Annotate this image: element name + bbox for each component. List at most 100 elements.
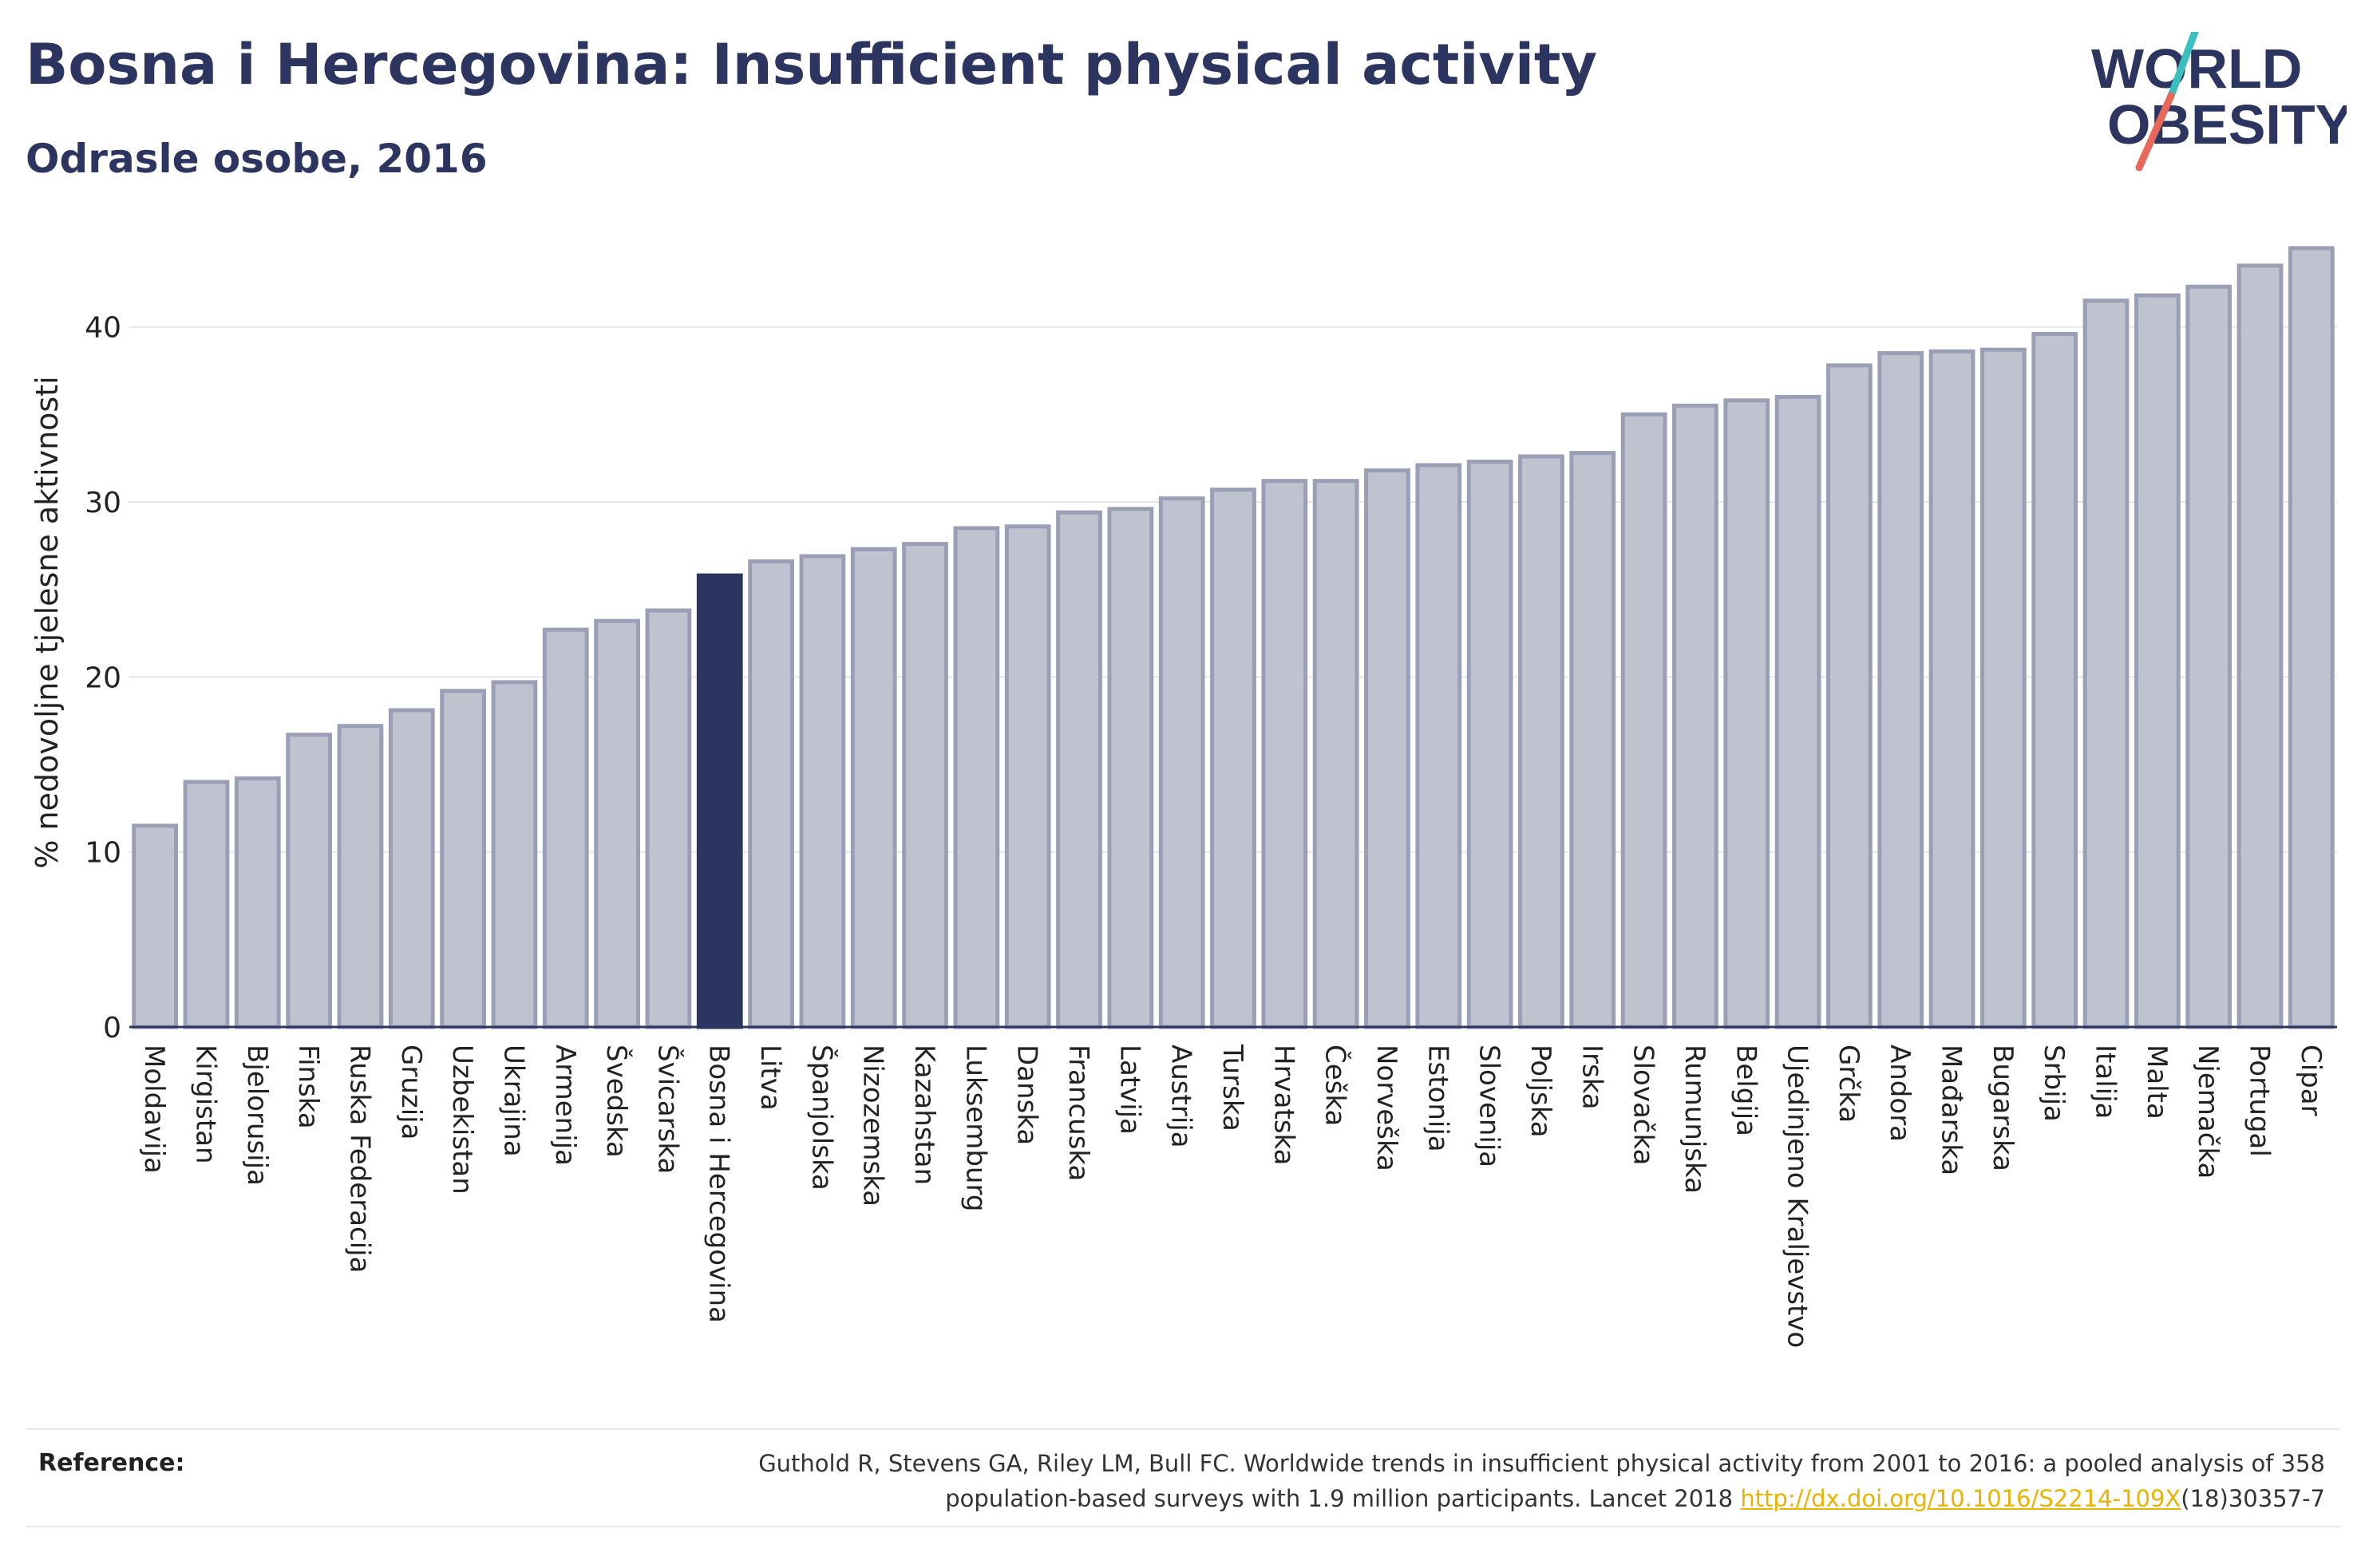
x-tick-label: Portugal (2244, 1045, 2276, 1157)
bar (1415, 463, 1462, 1029)
x-tick-label: Njemačka (2192, 1045, 2224, 1179)
x-tick-label: Kazahstan (908, 1045, 940, 1185)
x-tick-label: Irska (1576, 1045, 1608, 1110)
bar (1723, 398, 1770, 1029)
bar (2185, 284, 2232, 1029)
bar (1774, 394, 1821, 1029)
x-tick-label: Bosna i Hercegovina (703, 1045, 735, 1323)
y-tick-label: 40 (85, 312, 121, 345)
x-tick-label: Cipar (2295, 1045, 2327, 1116)
x-tick-label: Andora (1884, 1045, 1916, 1142)
x-tick-label: Slovačka (1627, 1045, 1659, 1165)
bar (799, 554, 846, 1029)
y-tick-label: 10 (85, 837, 121, 870)
bar (1877, 351, 1924, 1029)
logo-line-1: WORLD (2091, 38, 2302, 100)
x-tick-label: Mađarska (1936, 1045, 1968, 1175)
y-tick-label: 0 (103, 1012, 121, 1045)
x-tick-label: Estonija (1422, 1045, 1453, 1152)
bar (183, 780, 230, 1029)
x-tick-label: Armenija (549, 1045, 581, 1166)
reference-text-1: Guthold R, Stevens GA, Riley LM, Bull FC… (758, 1450, 2325, 1477)
bar (2134, 293, 2181, 1029)
x-tick-label: Bugarska (1987, 1045, 2019, 1171)
bar (1107, 507, 1154, 1029)
bars (132, 246, 2335, 1029)
bar (1569, 451, 1616, 1029)
x-tick-label: Slovenija (1473, 1045, 1505, 1167)
bar (2031, 331, 2078, 1029)
bar (1980, 347, 2027, 1029)
page-subtitle: Odrasle osobe, 2016 (26, 136, 488, 182)
x-tick-label: Austrija (1165, 1045, 1197, 1148)
bar (594, 618, 640, 1029)
bar (1928, 349, 1975, 1029)
x-tick-label: Rumunjska (1679, 1045, 1710, 1194)
world-obesity-logo: WORLD OBESITY (2091, 32, 2347, 172)
y-tick-labels: 0 10 20 30 40 (85, 312, 121, 1045)
bar (1620, 412, 1667, 1029)
bar (132, 823, 179, 1029)
y-tick-label: 30 (85, 487, 121, 519)
reference-text-3: (18)30357-7 (2181, 1485, 2325, 1512)
reference-label: Reference: (38, 1449, 185, 1477)
bar (491, 680, 538, 1029)
bar (850, 547, 897, 1029)
logo-slash-bottom (2135, 92, 2175, 172)
x-tick-label: Italija (2090, 1045, 2122, 1119)
x-tick-label: Gruzija (395, 1045, 427, 1139)
bar (1312, 479, 1359, 1029)
bar (542, 627, 589, 1029)
x-tick-label: Švicarska (651, 1045, 684, 1174)
x-tick-label: Finska (292, 1045, 324, 1129)
page-title: Bosna i Hercegovina: Insufficient physic… (26, 32, 1598, 97)
x-tick-label: Češka (1319, 1045, 1352, 1126)
x-tick-label: Latvija (1113, 1045, 1145, 1135)
x-tick-labels: Moldavija Kirgistan Bjelorusija Finska Ruska… (138, 1044, 2327, 1348)
x-tick-label: Kirgistan (189, 1045, 221, 1164)
bar (645, 608, 692, 1029)
y-axis-label: % nedovoljne tjelesne aktivnosti (30, 376, 65, 868)
x-tick-label: Grčka (1833, 1045, 1865, 1123)
bar (1261, 479, 1308, 1029)
bar (1466, 460, 1513, 1029)
x-tick-label: Turska (1216, 1044, 1248, 1132)
bar (2236, 263, 2284, 1029)
x-tick-label: Belgija (1730, 1045, 1762, 1136)
bar (1672, 403, 1718, 1029)
x-tick-label: Švedska (600, 1045, 633, 1158)
x-tick-label: Ujedinjeno Kraljevstvo (1782, 1045, 1813, 1348)
bar (337, 724, 384, 1029)
x-tick-label: Bjelorusija (241, 1045, 273, 1186)
x-tick-label: Francuska (1062, 1045, 1094, 1181)
bar (1004, 524, 1051, 1029)
bar (902, 542, 948, 1029)
x-tick-label: Ukrajina (497, 1045, 529, 1157)
reference-link[interactable]: http://dx.doi.org/10.1016/S2214-109X (1740, 1485, 2181, 1512)
bar (2082, 298, 2130, 1029)
footer-divider-bottom (26, 1526, 2340, 1527)
x-tick-label: Hrvatska (1268, 1045, 1299, 1165)
x-tick-label: Srbija (2038, 1045, 2070, 1122)
bar (953, 526, 1000, 1029)
x-tick-label: Španjolska (805, 1045, 838, 1191)
x-tick-label: Moldavija (138, 1045, 170, 1174)
bar (440, 689, 486, 1029)
x-tick-label: Uzbekistan (446, 1045, 478, 1195)
bar (2288, 246, 2335, 1029)
bar (234, 776, 281, 1029)
bar (1518, 454, 1564, 1029)
bar (1056, 510, 1102, 1029)
x-tick-label: Luksemburg (959, 1045, 991, 1211)
x-tick-label: Nizozemska (857, 1045, 889, 1207)
bar (1826, 363, 1873, 1029)
bar (1158, 496, 1205, 1029)
footer-divider-top (26, 1428, 2340, 1430)
x-tick-label: Poljska (1525, 1045, 1556, 1138)
bar-highlighted (696, 573, 743, 1029)
bar-chart: 0 10 20 30 40 Moldavija Kirgistan Bjelorusija F… (30, 246, 2337, 1348)
bar (286, 733, 333, 1029)
logo-slash-top (2167, 32, 2199, 100)
x-tick-label: Malta (2141, 1045, 2173, 1120)
bar (388, 708, 435, 1029)
